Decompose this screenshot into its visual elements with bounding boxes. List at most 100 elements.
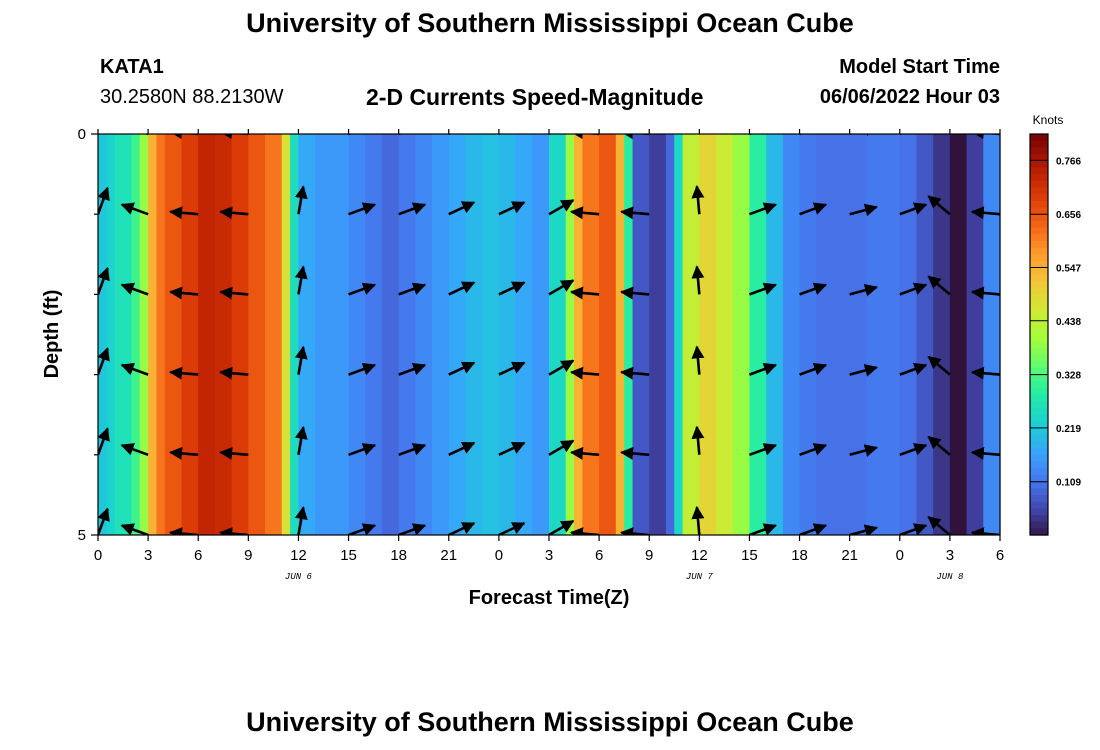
- current-vector: [348, 282, 377, 296]
- current-vector: [899, 362, 928, 376]
- speed-cell: [866, 134, 884, 535]
- speed-cell: [498, 134, 517, 535]
- colorbar-step: [1030, 501, 1048, 509]
- current-vector: [569, 206, 600, 220]
- current-vector: [498, 361, 526, 376]
- colorbar-step: [1030, 528, 1048, 536]
- current-vector: [749, 134, 777, 136]
- current-vector: [348, 202, 377, 216]
- current-vector: [348, 443, 377, 457]
- current-vector: [98, 186, 110, 215]
- x-axis-title: Forecast Time(Z): [469, 587, 630, 609]
- speed-cell: [933, 134, 951, 535]
- colorbar-step: [1030, 521, 1048, 529]
- colorbar-step: [1030, 134, 1048, 142]
- colorbar-step: [1030, 454, 1048, 463]
- colorbar-step: [1030, 321, 1048, 329]
- speed-cell: [749, 134, 767, 535]
- speed-cell: [131, 134, 141, 535]
- speed-cell: [231, 134, 249, 535]
- current-vector: [620, 366, 650, 380]
- speed-cell: [139, 134, 149, 535]
- current-vector: [748, 523, 777, 535]
- station-coordinates: 30.2580N 88.2130W: [100, 86, 284, 108]
- current-vector: [569, 286, 600, 300]
- current-vectors: [98, 134, 1000, 535]
- current-vector: [498, 281, 526, 296]
- current-vector: [98, 134, 100, 135]
- current-vector: [927, 355, 951, 376]
- colorbar-step: [1030, 254, 1048, 262]
- colorbar-step: [1030, 401, 1048, 409]
- colorbar-step: [1030, 387, 1048, 396]
- current-vector: [120, 362, 149, 376]
- current-vector: [294, 506, 308, 535]
- colorbar-step: [1030, 341, 1048, 349]
- current-vector: [691, 505, 705, 535]
- current-vector: [398, 282, 427, 296]
- colorbar-step: [1030, 281, 1048, 289]
- current-vector: [849, 364, 878, 377]
- footer-title: University of Southern Mississippi Ocean…: [246, 707, 854, 737]
- chart-subtitle: 2-D Currents Speed-Magnitude: [366, 84, 704, 110]
- colorbar-step: [1030, 461, 1048, 469]
- x-tick-label: 6: [595, 547, 603, 564]
- current-vector: [548, 359, 575, 376]
- x-tick-label: 18: [390, 547, 407, 564]
- current-vector: [98, 347, 110, 376]
- speed-cell: [106, 134, 116, 535]
- date-label: JUN 8: [936, 572, 964, 582]
- speed-cell: [432, 134, 450, 535]
- speed-cell: [632, 134, 650, 535]
- speed-cell: [381, 134, 400, 535]
- current-vector: [970, 446, 1000, 460]
- current-vector: [899, 134, 928, 136]
- colorbar-tick-label: 0.766: [1056, 156, 1081, 167]
- current-vector: [398, 202, 427, 216]
- colorbar-step: [1030, 408, 1048, 416]
- current-vector: [448, 281, 476, 296]
- colorbar-step: [1030, 140, 1048, 148]
- speed-cell: [732, 134, 751, 535]
- current-vector: [899, 202, 928, 216]
- speed-cell: [515, 134, 533, 535]
- speed-cell: [565, 134, 575, 535]
- current-vector: [219, 366, 249, 380]
- speed-cell: [699, 134, 717, 535]
- colorbar-step: [1030, 260, 1048, 269]
- colorbar-step: [1030, 347, 1048, 356]
- colorbar-step: [1030, 274, 1048, 282]
- speed-cell: [281, 134, 291, 535]
- current-vector: [498, 201, 526, 216]
- current-vector: [927, 516, 951, 535]
- x-tick-label: 6: [996, 547, 1004, 564]
- speed-cell: [331, 134, 350, 535]
- colorbar-step: [1030, 294, 1048, 302]
- colorbar-step: [1030, 468, 1048, 476]
- current-speed-chart: 0 3 6 9 12 15 18 21 0 3 6 9 12 15 18 21 0 3 6 JUN 6 JUN 7 JUN…: [41, 113, 1081, 609]
- colorbar-step: [1030, 334, 1048, 342]
- x-tick-label: 0: [896, 547, 904, 564]
- speed-cell: [782, 134, 801, 535]
- current-vector: [927, 435, 951, 456]
- current-vector: [849, 444, 878, 457]
- colorbar-step: [1030, 428, 1048, 436]
- colorbar-step: [1030, 381, 1048, 389]
- current-vector: [348, 134, 377, 136]
- colorbar-step: [1030, 421, 1048, 429]
- current-vector: [169, 206, 199, 220]
- colorbar-step: [1030, 174, 1048, 182]
- speed-cell: [649, 134, 667, 535]
- current-vector: [398, 362, 427, 376]
- current-vector: [298, 134, 300, 135]
- current-vector: [691, 425, 705, 455]
- colorbar-step: [1030, 327, 1048, 336]
- speed-cell: [315, 134, 333, 535]
- y-axis-title: Depth (ft): [41, 290, 63, 379]
- x-tick-label: 3: [144, 547, 152, 564]
- speed-cell: [398, 134, 416, 535]
- current-vector: [98, 507, 110, 535]
- model-start-label: Model Start Time: [839, 56, 1000, 78]
- current-vector: [498, 441, 526, 456]
- current-vector: [294, 425, 308, 456]
